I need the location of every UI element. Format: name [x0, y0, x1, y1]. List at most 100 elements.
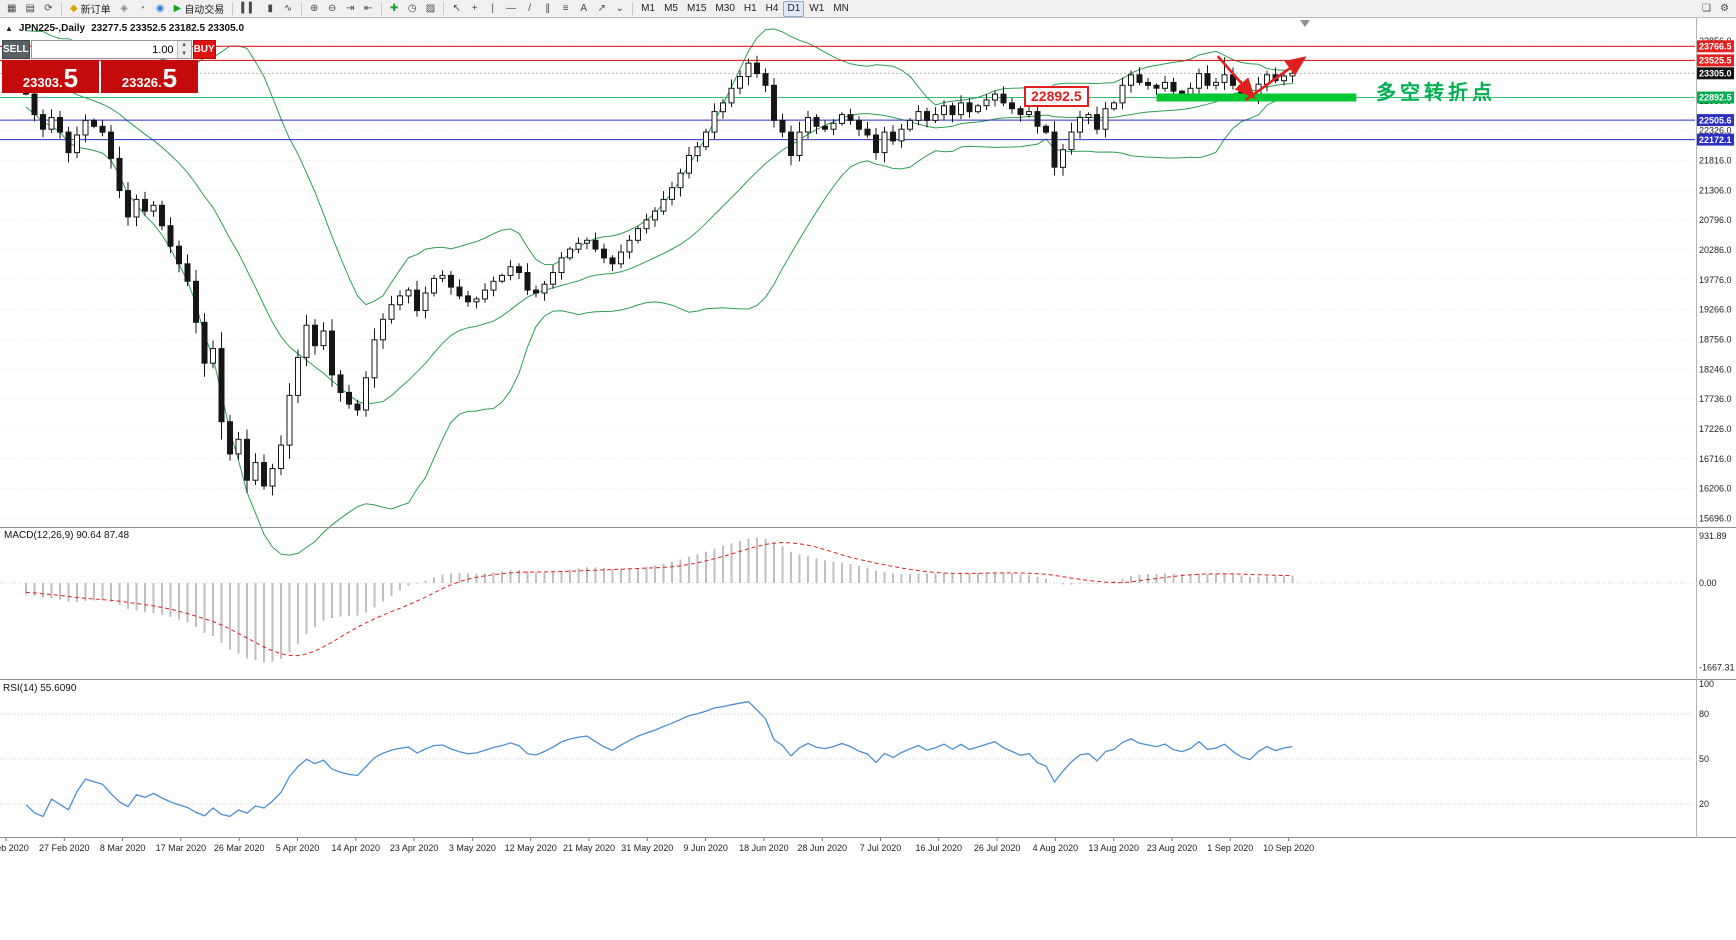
metaeditor-icon: ◈ [120, 2, 128, 14]
auto-trading[interactable]: ▶ 自动交易 [170, 1, 229, 17]
toolbar-separator [60, 2, 62, 15]
chart-snapshot[interactable]: ❏ [1698, 1, 1715, 17]
svg-text:3 May 2020: 3 May 2020 [449, 843, 496, 853]
tf-mn[interactable]: MN [829, 1, 853, 17]
volume-down-icon[interactable]: ▼ [177, 49, 191, 58]
svg-text:18 Jun 2020: 18 Jun 2020 [739, 843, 789, 853]
turning-point-annotation[interactable]: 多空转折点 [1376, 82, 1496, 104]
arrows-tool[interactable]: ↗ [593, 1, 610, 17]
zoom-in[interactable]: ⊕ [306, 1, 323, 17]
svg-text:21 May 2020: 21 May 2020 [563, 843, 615, 853]
svg-text:19266.0: 19266.0 [1699, 305, 1732, 315]
auto-scroll[interactable]: ⇥ [342, 1, 359, 17]
tf-m30-label: M30 [715, 3, 735, 14]
svg-text:10 Sep 2020: 10 Sep 2020 [1263, 843, 1314, 853]
shapes-dropdown-icon: ⌄ [615, 2, 624, 14]
chart-shift-icon: ⇤ [364, 2, 373, 14]
templates[interactable]: ▨ [422, 1, 439, 17]
tf-h4[interactable]: H4 [762, 1, 783, 17]
price-tag [1696, 114, 1734, 127]
svg-text:23 Aug 2020: 23 Aug 2020 [1147, 843, 1198, 853]
line-chart-mode[interactable]: ∿ [280, 1, 297, 17]
level-lines[interactable] [0, 45, 1695, 141]
volume-spinner[interactable]: ▲ ▼ [176, 41, 191, 58]
bollinger-upper-line[interactable] [25, 28, 1293, 306]
cursor-tool[interactable]: ↖ [448, 1, 465, 17]
alerts-icon: ◔ [139, 2, 146, 14]
settings[interactable]: ⚙ [1716, 1, 1733, 17]
svg-text:27 Feb 2020: 27 Feb 2020 [39, 843, 90, 853]
price-scale-tags: 23766.5 23525.5 23305.0 22892.5 22505.6 22172… [1696, 40, 1734, 146]
svg-text:17 Mar 2020: 17 Mar 2020 [156, 843, 207, 853]
vertical-line-tool[interactable]: | [484, 1, 501, 17]
arrows-tool-icon: ↗ [597, 2, 606, 14]
toolbar: ▦ ▤ ⟳ ◆ 新订单 ◈ ◔ ◉ ▶ 自动交易 ▍▍ ▮ ∿ ⊕ ⊖ ⇥ ⇤ ✚ ◷ ▨ ↖ + | — / ∥ ≡ A ↗ ⌄ M1 M5… [0, 0, 1736, 18]
svg-text:14 Apr 2020: 14 Apr 2020 [332, 843, 381, 853]
bar-chart-mode[interactable]: ▍▍ [237, 1, 260, 17]
tf-d1[interactable]: D1 [783, 0, 805, 17]
trend-arrows[interactable] [1216, 55, 1307, 101]
channel-tool[interactable]: ∥ [539, 1, 556, 17]
svg-text:21816.0: 21816.0 [1699, 155, 1732, 165]
chart-title: ▲ JPN225-,Daily 23277.5 23352.5 23182.5 … [5, 23, 244, 34]
svg-text:19776.0: 19776.0 [1699, 275, 1732, 285]
svg-text:31 May 2020: 31 May 2020 [621, 843, 673, 853]
time-axis-labels[interactable]: 8 Feb 2020 27 Feb 2020 8 Mar 2020 17 Mar 20… [0, 838, 1314, 853]
fibonacci-tool[interactable]: ≡ [557, 1, 574, 17]
sell-button[interactable]: SELL [2, 40, 30, 59]
bollinger-lower-line[interactable] [25, 97, 1293, 556]
tf-mn-label: MN [833, 3, 849, 14]
chart-snapshot-icon: ❏ [1702, 2, 1711, 14]
tf-w1[interactable]: W1 [805, 1, 828, 17]
auto-trading-label: 自动交易 [184, 5, 225, 16]
one-click-collapse-arrow[interactable]: ▲ [5, 24, 13, 33]
profiles[interactable]: ▤ [21, 1, 38, 17]
shapes-dropdown[interactable]: ⌄ [611, 1, 628, 17]
turning-zone-rect[interactable] [1156, 93, 1357, 102]
svg-text:7 Jul 2020: 7 Jul 2020 [860, 843, 902, 853]
sell-price-display[interactable]: 23303. 5 [2, 60, 99, 93]
periods[interactable]: ◷ [404, 1, 421, 17]
toolbar-separator [632, 2, 634, 15]
candlestick-mode[interactable]: ▮ [262, 1, 279, 17]
tf-m15[interactable]: M15 [683, 1, 710, 17]
toolbar-separator [232, 2, 234, 15]
zoom-out[interactable]: ⊖ [324, 1, 341, 17]
svg-text:23525.5: 23525.5 [1699, 56, 1732, 66]
horizontal-line-tool[interactable]: — [502, 1, 520, 17]
tf-m5-label: M5 [664, 3, 678, 14]
macd-scale-labels: 931.89 0.00 -1667.31 [1699, 531, 1735, 673]
crosshair-tool[interactable]: + [466, 1, 483, 17]
new-order[interactable]: ◆ 新订单 [66, 1, 115, 17]
chart-shift[interactable]: ⇤ [360, 1, 377, 17]
metaeditor[interactable]: ◈ [116, 1, 133, 17]
chart-shift-marker[interactable] [1300, 20, 1310, 27]
market[interactable]: ◉ [152, 1, 169, 17]
svg-text:20: 20 [1699, 799, 1709, 809]
trend-arrow-up[interactable] [1245, 56, 1307, 101]
line-chart-mode-icon: ∿ [284, 2, 293, 14]
tf-m5[interactable]: M5 [660, 1, 682, 17]
sell-price-small: 23303. [22, 75, 63, 90]
one-click-trading-panel: SELL ▲ ▼ BUY 23303.5 23326.5 [2, 40, 216, 93]
alerts[interactable]: ◔ [134, 1, 151, 17]
volume-input[interactable] [31, 41, 177, 58]
buy-button[interactable]: BUY [192, 40, 216, 59]
svg-text:26 Mar 2020: 26 Mar 2020 [214, 843, 265, 853]
volume-up-icon[interactable]: ▲ [177, 41, 191, 50]
refresh[interactable]: ⟳ [40, 1, 57, 17]
text-tool-icon: A [580, 2, 587, 14]
tf-m1[interactable]: M1 [637, 1, 659, 17]
trendline-tool[interactable]: / [521, 1, 538, 17]
price-axis-labels[interactable]: 15696.0 16206.0 16716.0 17226.0 17736.0 18246… [1699, 36, 1732, 523]
new-chart[interactable]: ▦ [3, 1, 20, 17]
indicators[interactable]: ✚ [386, 1, 403, 17]
tf-h1[interactable]: H1 [740, 1, 761, 17]
support-price-annotation[interactable]: 22892.5 [1024, 86, 1089, 107]
tf-m30[interactable]: M30 [711, 1, 738, 17]
svg-text:8 Mar 2020: 8 Mar 2020 [100, 843, 146, 853]
text-tool[interactable]: A [575, 1, 592, 17]
buy-price-display[interactable]: 23326. 5 [101, 60, 198, 93]
trend-arrow-down[interactable] [1216, 55, 1256, 99]
